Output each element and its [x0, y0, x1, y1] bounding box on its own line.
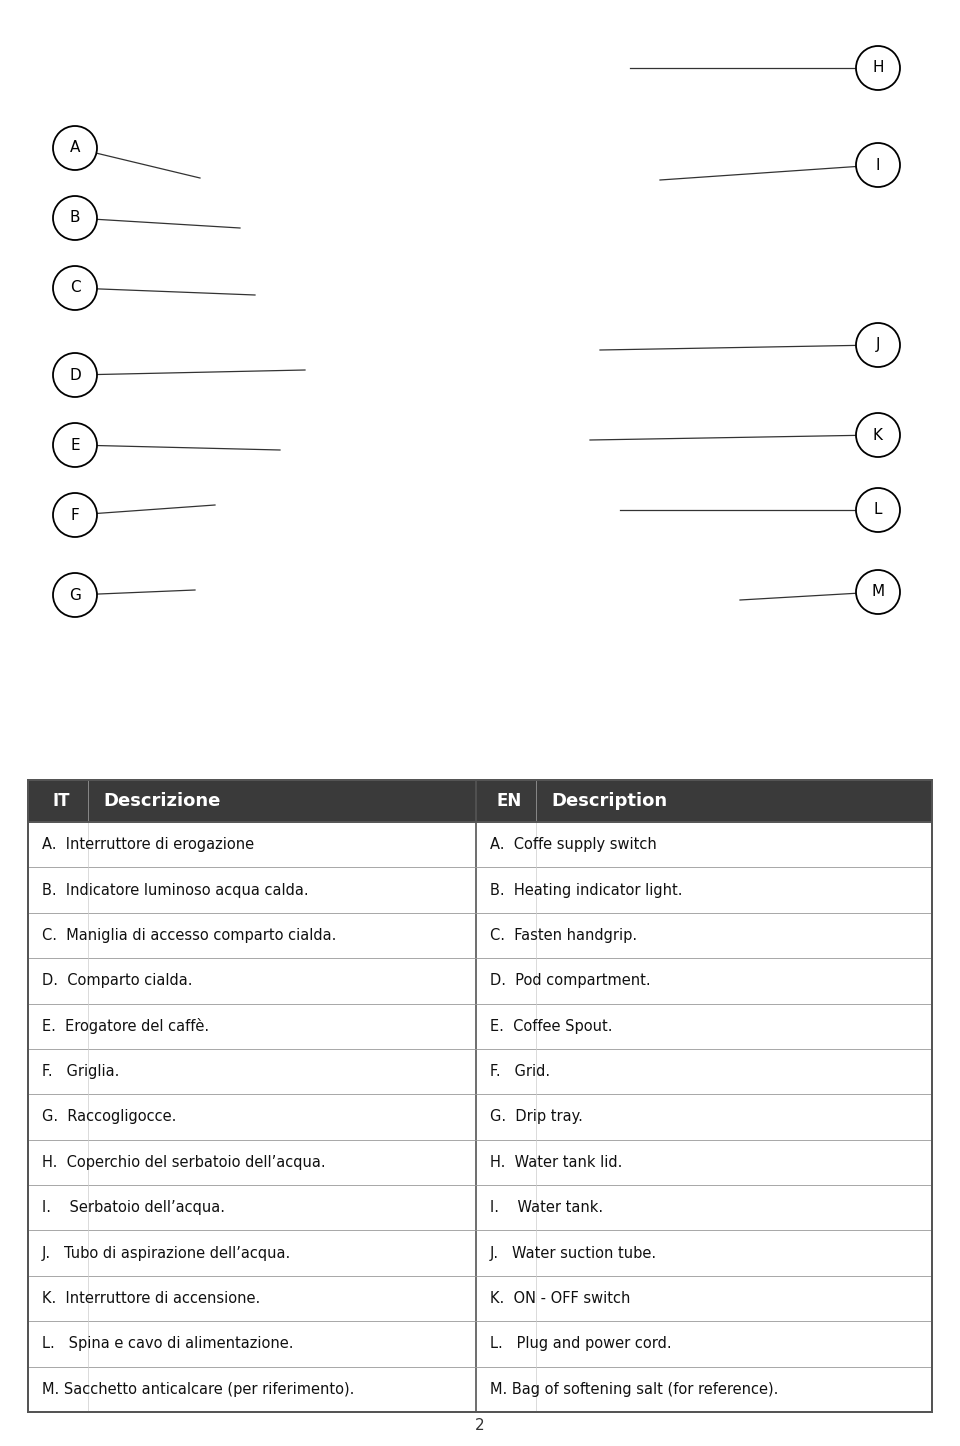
Text: M: M	[872, 584, 884, 600]
Circle shape	[856, 322, 900, 367]
Text: E.  Coffee Spout.: E. Coffee Spout.	[490, 1019, 612, 1034]
Text: A.  Interruttore di erogazione: A. Interruttore di erogazione	[42, 837, 254, 852]
Text: L.   Spina e cavo di alimentazione.: L. Spina e cavo di alimentazione.	[42, 1336, 294, 1352]
Text: F.   Griglia.: F. Griglia.	[42, 1064, 119, 1079]
Text: F.   Grid.: F. Grid.	[490, 1064, 550, 1079]
Text: D.  Pod compartment.: D. Pod compartment.	[490, 973, 651, 989]
Circle shape	[856, 46, 900, 90]
Text: K: K	[873, 428, 883, 442]
Text: H.  Water tank lid.: H. Water tank lid.	[490, 1155, 622, 1170]
Text: EN: EN	[496, 792, 521, 810]
Text: C.  Fasten handgrip.: C. Fasten handgrip.	[490, 928, 637, 943]
Circle shape	[53, 493, 97, 536]
Text: J.   Water suction tube.: J. Water suction tube.	[490, 1245, 658, 1261]
Text: Description: Description	[551, 792, 667, 810]
Text: 2: 2	[475, 1417, 485, 1433]
Text: I.    Serbatoio dell’acqua.: I. Serbatoio dell’acqua.	[42, 1200, 225, 1215]
Text: B.  Indicatore luminoso acqua calda.: B. Indicatore luminoso acqua calda.	[42, 882, 308, 898]
Text: A.  Coffe supply switch: A. Coffe supply switch	[490, 837, 657, 852]
Text: G.  Drip tray.: G. Drip tray.	[490, 1109, 583, 1125]
Text: C.  Maniglia di accesso comparto cialda.: C. Maniglia di accesso comparto cialda.	[42, 928, 336, 943]
Text: L.   Plug and power cord.: L. Plug and power cord.	[490, 1336, 672, 1352]
Text: C: C	[70, 281, 81, 295]
Circle shape	[53, 126, 97, 171]
Circle shape	[53, 424, 97, 467]
Text: H.  Coperchio del serbatoio dell’acqua.: H. Coperchio del serbatoio dell’acqua.	[42, 1155, 325, 1170]
Text: I.    Water tank.: I. Water tank.	[490, 1200, 603, 1215]
Text: J: J	[876, 337, 880, 353]
Text: L: L	[874, 503, 882, 518]
Circle shape	[856, 570, 900, 615]
Text: IT: IT	[52, 792, 70, 810]
FancyBboxPatch shape	[28, 779, 932, 1411]
Text: E: E	[70, 438, 80, 453]
Text: G: G	[69, 587, 81, 603]
Text: M. Bag of softening salt (for reference).: M. Bag of softening salt (for reference)…	[490, 1382, 779, 1397]
Text: Descrizione: Descrizione	[103, 792, 221, 810]
Circle shape	[856, 414, 900, 457]
Text: G.  Raccogligocce.: G. Raccogligocce.	[42, 1109, 177, 1125]
Circle shape	[856, 487, 900, 532]
Text: E.  Erogatore del caffè.: E. Erogatore del caffè.	[42, 1018, 209, 1034]
Circle shape	[856, 143, 900, 187]
Text: D.  Comparto cialda.: D. Comparto cialda.	[42, 973, 193, 989]
Text: B: B	[70, 211, 81, 226]
FancyBboxPatch shape	[28, 779, 476, 821]
Text: A: A	[70, 140, 81, 156]
Text: K.  Interruttore di accensione.: K. Interruttore di accensione.	[42, 1291, 260, 1306]
Circle shape	[53, 573, 97, 617]
Circle shape	[53, 266, 97, 309]
Circle shape	[53, 197, 97, 240]
Text: I: I	[876, 158, 880, 172]
Text: F: F	[71, 508, 80, 522]
Text: B.  Heating indicator light.: B. Heating indicator light.	[490, 882, 683, 898]
Text: K.  ON - OFF switch: K. ON - OFF switch	[490, 1291, 631, 1306]
Text: D: D	[69, 367, 81, 383]
Text: M. Sacchetto anticalcare (per riferimento).: M. Sacchetto anticalcare (per riferiment…	[42, 1382, 354, 1397]
Text: H: H	[873, 61, 884, 75]
Circle shape	[53, 353, 97, 398]
Text: J.   Tubo di aspirazione dell’acqua.: J. Tubo di aspirazione dell’acqua.	[42, 1245, 291, 1261]
FancyBboxPatch shape	[476, 779, 932, 821]
